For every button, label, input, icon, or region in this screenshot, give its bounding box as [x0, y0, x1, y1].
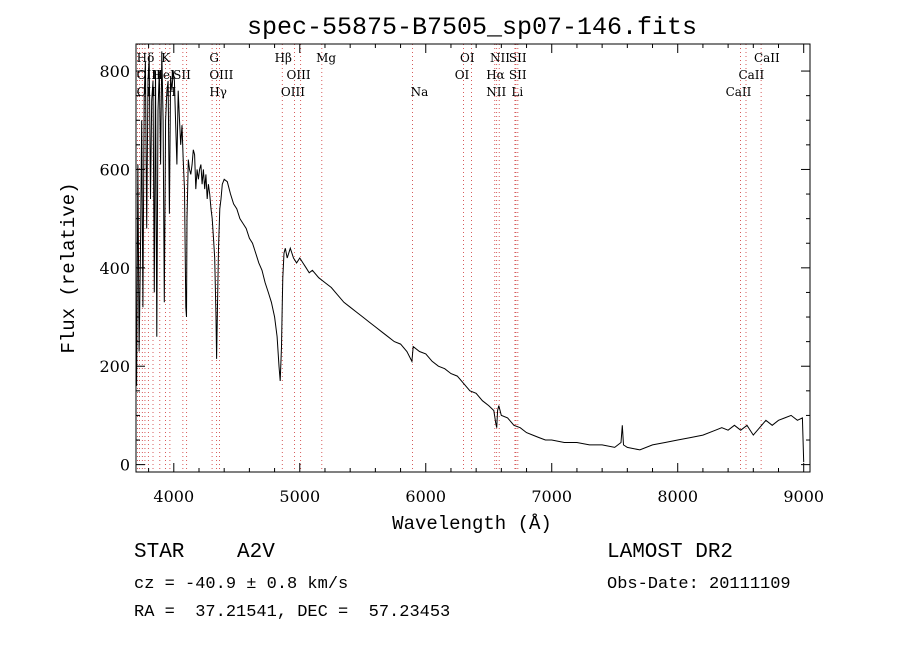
- spectral-subclass: A2V: [237, 541, 275, 564]
- line-markers: [137, 44, 762, 472]
- marker-label: G: [209, 51, 219, 65]
- marker-label: HeI: [152, 68, 175, 82]
- obs-date: Obs-Date: 20111109: [607, 575, 791, 594]
- x-tick-label: 6000: [405, 487, 446, 506]
- x-tick-label: 9000: [783, 487, 824, 506]
- marker-label: Hα: [486, 68, 505, 82]
- marker-label: SII: [509, 68, 527, 82]
- marker-label: CaII: [754, 51, 780, 65]
- marker-label: Hδ: [137, 51, 155, 65]
- marker-label: SII: [173, 68, 191, 82]
- object-type: STAR: [134, 541, 185, 564]
- y-axis: 0 200 400 600 800: [99, 62, 810, 475]
- marker-label: K: [161, 51, 171, 65]
- marker-label: NII: [490, 51, 510, 65]
- marker-label: OIII: [287, 68, 311, 82]
- marker-label: OI: [455, 68, 470, 82]
- y-tick-label: 200: [99, 357, 130, 376]
- marker-label: OI: [460, 51, 475, 65]
- marker-label: Hβ: [275, 51, 292, 65]
- y-tick-label: 600: [99, 160, 130, 179]
- x-tick-label: 5000: [279, 487, 320, 506]
- marker-label: NII: [486, 85, 506, 99]
- x-tick-label: 7000: [531, 487, 572, 506]
- marker-label: OII: [137, 85, 157, 99]
- marker-label: Hγ: [209, 85, 227, 99]
- marker-label: CaII: [726, 85, 752, 99]
- y-tick-label: 400: [99, 259, 130, 278]
- marker-label: Mg: [316, 51, 336, 65]
- x-tick-label: 4000: [153, 487, 194, 506]
- x-axis-label: Wavelength (Å): [392, 513, 552, 535]
- marker-label: OIII: [281, 85, 305, 99]
- chart-title: spec-55875-B7505_sp07-146.fits: [247, 13, 697, 42]
- coordinates: RA = 37.21541, DEC = 57.23453: [134, 603, 451, 622]
- y-tick-label: 800: [99, 62, 130, 81]
- x-tick-label: 8000: [657, 487, 698, 506]
- spectrum-line: [136, 51, 805, 463]
- marker-label: Na: [411, 85, 429, 99]
- marker-label: OIII: [209, 68, 233, 82]
- marker-label: Li: [511, 85, 523, 99]
- redshift-line: cz = -40.9 ± 0.8 km/s: [134, 575, 349, 594]
- y-tick-label: 0: [120, 456, 130, 475]
- survey-name: LAMOST DR2: [607, 541, 734, 564]
- marker-label: CaII: [738, 68, 764, 82]
- plot-frame: [135, 43, 811, 473]
- marker-label: SII: [509, 51, 527, 65]
- y-axis-label: Flux (relative): [58, 182, 80, 353]
- x-axis: 4000 5000 6000 7000 8000 9000: [148, 44, 824, 506]
